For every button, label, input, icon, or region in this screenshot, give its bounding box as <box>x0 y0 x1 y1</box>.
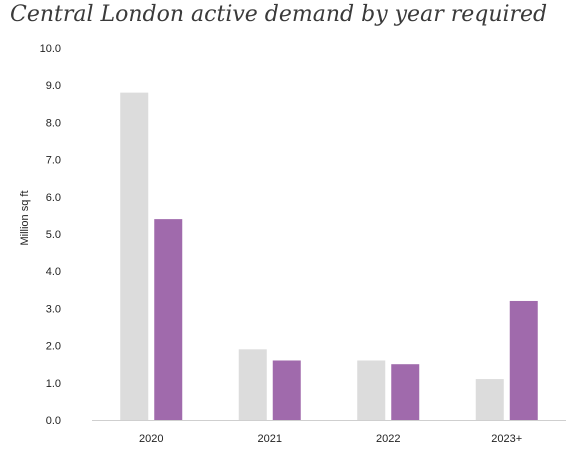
y-axis-label: Million sq ft <box>19 190 31 245</box>
y-tick-label: 5.0 <box>46 229 61 241</box>
y-tick-label: 0.0 <box>46 415 61 427</box>
bar-2020-series-2 <box>154 219 183 420</box>
bar-2022-series-2 <box>391 364 420 420</box>
y-tick-label: 4.0 <box>46 266 61 278</box>
chart-title: Central London active demand by year req… <box>10 2 548 27</box>
bar-2020-series-1 <box>120 92 149 420</box>
bar-2021-series-1 <box>238 349 267 420</box>
x-tick-label: 2021 <box>258 433 282 445</box>
y-tick-label: 10.0 <box>40 43 61 55</box>
y-tick-label: 8.0 <box>46 117 61 129</box>
x-tick-label: 2020 <box>139 433 163 445</box>
x-axis-ticks: 2020 2021 2022 2023+ <box>139 433 522 445</box>
x-tick-label: 2022 <box>376 433 400 445</box>
y-axis-ticks: 0.0 1.0 2.0 3.0 4.0 5.0 6.0 7.0 8.0 9.0 10.0 <box>40 43 61 427</box>
x-tick-label: 2023+ <box>491 433 522 445</box>
bar-2023+-series-1 <box>475 379 504 420</box>
y-tick-label: 1.0 <box>46 378 61 390</box>
bar-2022-series-1 <box>357 360 386 420</box>
bars <box>120 92 538 420</box>
y-tick-label: 3.0 <box>46 303 61 315</box>
bar-2021-series-2 <box>272 360 301 420</box>
bar-2023+-series-2 <box>509 300 538 420</box>
y-tick-label: 7.0 <box>46 155 61 167</box>
y-tick-label: 2.0 <box>46 341 61 353</box>
y-tick-label: 6.0 <box>46 192 61 204</box>
y-tick-label: 9.0 <box>46 80 61 92</box>
